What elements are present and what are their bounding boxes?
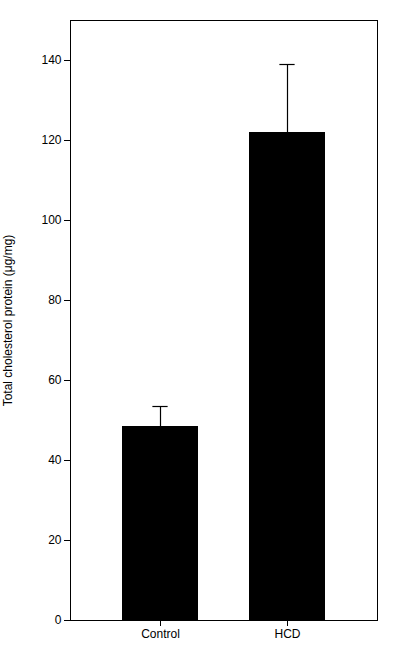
svg-text:140: 140: [41, 53, 61, 67]
svg-text:20: 20: [48, 533, 62, 547]
svg-text:60: 60: [48, 373, 62, 387]
svg-text:Total cholesterol protein (μg/: Total cholesterol protein (μg/mg): [1, 235, 15, 407]
svg-text:80: 80: [48, 293, 62, 307]
svg-text:120: 120: [41, 133, 61, 147]
svg-text:0: 0: [55, 613, 62, 627]
svg-text:40: 40: [48, 453, 62, 467]
svg-text:HCD: HCD: [275, 627, 301, 641]
svg-text:Control: Control: [141, 627, 180, 641]
svg-text:100: 100: [41, 213, 61, 227]
